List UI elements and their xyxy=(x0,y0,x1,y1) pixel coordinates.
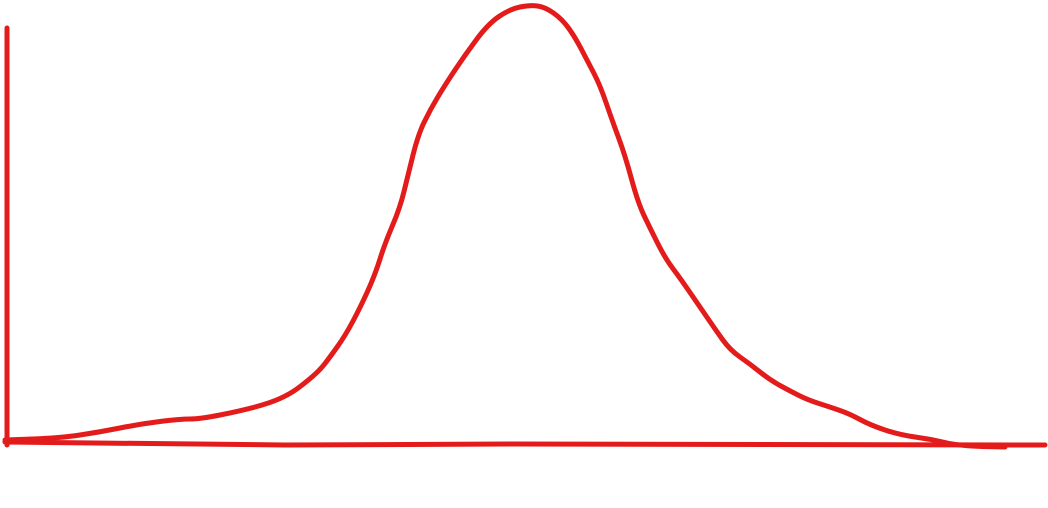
x-axis xyxy=(2,439,1048,448)
bell-curve xyxy=(2,3,1008,450)
